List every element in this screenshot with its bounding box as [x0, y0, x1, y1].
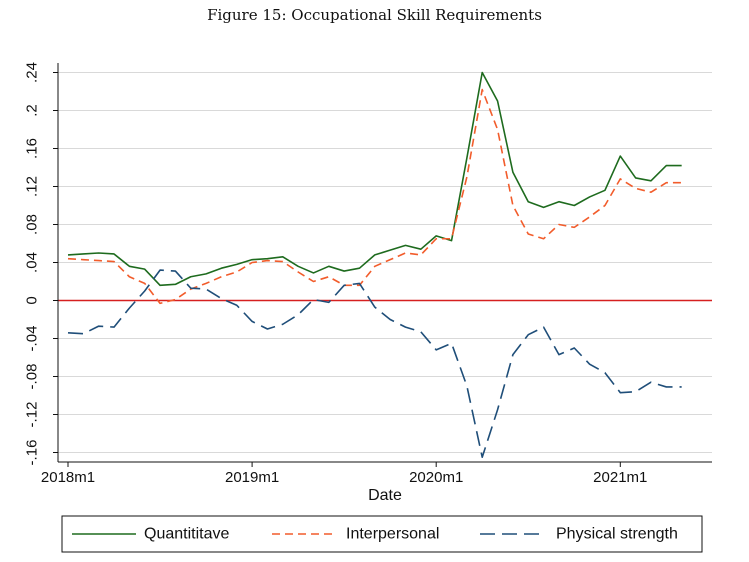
y-tick-label: .16: [24, 138, 41, 159]
x-tick-label: 2020m1: [409, 469, 463, 486]
x-tick-label: 2021m1: [593, 469, 647, 486]
x-tick-label: 2019m1: [225, 469, 279, 486]
legend-label-quantititave: Quantititave: [144, 526, 229, 543]
axes: .24 .2 .16 .12 .08 .04 0 -.04 -.08 -.12 -.162018m1…: [24, 62, 712, 486]
y-tick-label: .2: [24, 104, 41, 117]
legend-box: [61, 515, 703, 553]
gridlines: [58, 72, 712, 453]
x-axis-label: Date: [368, 487, 402, 504]
series-line-quantititave: [67, 71, 682, 287]
y-tick-label: -.04: [24, 326, 41, 352]
y-tick-label: -.16: [24, 440, 41, 466]
series-line-physical-strength: [67, 269, 682, 459]
y-tick-label: -.08: [24, 364, 41, 390]
figure-title: Figure 15: Occupational Skill Requiremen…: [207, 6, 542, 24]
y-tick-label: .08: [24, 214, 41, 235]
y-tick-label: -.12: [24, 402, 41, 428]
legend-label-interpersonal: Interpersonal: [346, 526, 439, 543]
y-tick-label: .12: [24, 176, 41, 197]
y-tick-label: 0: [24, 296, 41, 304]
x-tick-label: 2018m1: [41, 469, 95, 486]
y-tick-label: .24: [24, 62, 41, 83]
y-tick-label: .04: [24, 252, 41, 273]
series-line-interpersonal: [67, 88, 682, 305]
series-lines: [67, 71, 682, 459]
legend: Quantititave Interpersonal Physical streng…: [61, 515, 703, 553]
legend-label-physical-strength: Physical strength: [556, 526, 678, 543]
